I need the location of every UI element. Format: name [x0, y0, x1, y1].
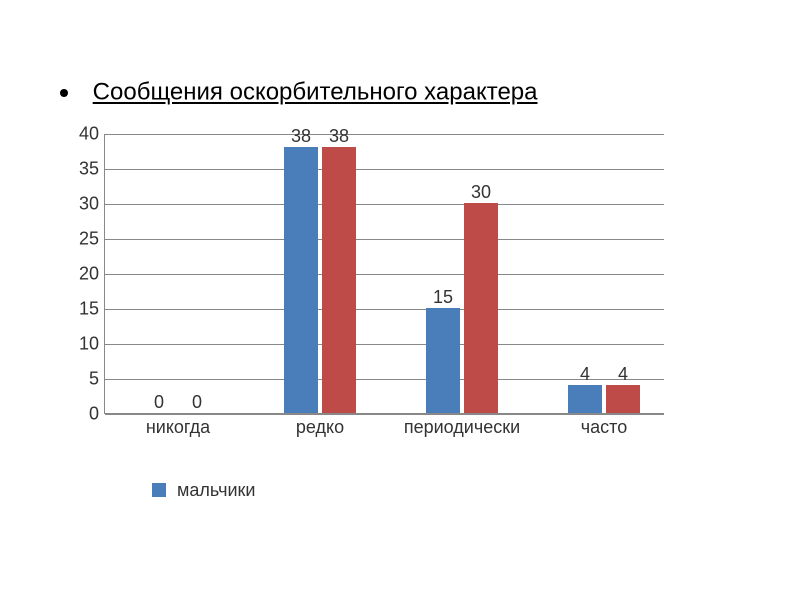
bar-value-label: 4: [618, 364, 628, 385]
gridline: [105, 239, 664, 240]
slide-title: Сообщения оскорбительного характера: [93, 79, 538, 106]
gridline: [105, 134, 664, 135]
slide: Сообщения оскорбительного характера 0 5 10…: [0, 0, 800, 600]
y-axis-label: 30: [79, 194, 99, 215]
bar-value-label: 30: [471, 182, 491, 203]
y-axis-label: 15: [79, 299, 99, 320]
y-axis-label: 35: [79, 159, 99, 180]
y-axis-label: 0: [89, 404, 99, 425]
x-axis-label: никогда: [146, 417, 210, 438]
x-axis-label: редко: [296, 417, 344, 438]
y-axis-label: 20: [79, 264, 99, 285]
title-row: Сообщения оскорбительного характера: [60, 78, 538, 107]
plot-area: 051015202530354000никогда3838редко1530пе…: [104, 134, 664, 414]
gridline: [105, 344, 664, 345]
legend-swatch: [152, 483, 166, 497]
bar-value-label: 4: [580, 364, 590, 385]
legend-label: мальчики: [177, 480, 257, 502]
gridline: [105, 169, 664, 170]
legend: мальчики: [152, 480, 262, 502]
y-axis-label: 25: [79, 229, 99, 250]
bullet-icon: [60, 89, 68, 97]
bar: 4: [568, 385, 602, 413]
bar-value-label: 38: [329, 126, 349, 147]
bar-value-label: 0: [192, 392, 202, 413]
gridline: [105, 274, 664, 275]
bar: 4: [606, 385, 640, 413]
gridline: [105, 414, 664, 415]
y-axis-label: 5: [89, 369, 99, 390]
chart: 051015202530354000никогда3838редко1530пе…: [52, 120, 732, 500]
gridline: [105, 309, 664, 310]
x-axis-label: периодически: [404, 417, 520, 438]
bar: 38: [284, 147, 318, 413]
gridline: [105, 204, 664, 205]
bar-value-label: 0: [154, 392, 164, 413]
bar-value-label: 38: [291, 126, 311, 147]
bar: 38: [322, 147, 356, 413]
y-axis-label: 10: [79, 334, 99, 355]
bar: 15: [426, 308, 460, 413]
bar-value-label: 15: [433, 287, 453, 308]
bar: 30: [464, 203, 498, 413]
y-axis-label: 40: [79, 124, 99, 145]
x-axis-label: часто: [581, 417, 627, 438]
